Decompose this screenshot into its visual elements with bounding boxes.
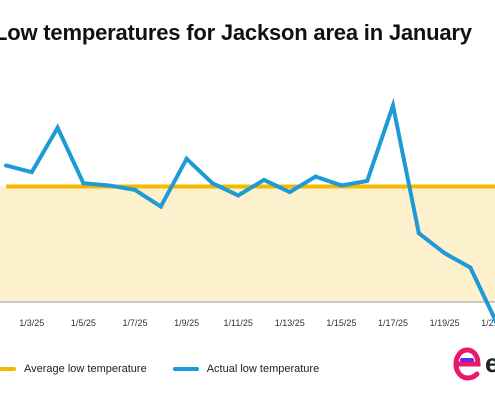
actual-low-point (262, 177, 266, 182)
x-tick-label: 1/17/25 (378, 318, 408, 328)
actual-low-point (158, 204, 163, 209)
x-tick-label: 1/7/25 (122, 318, 147, 328)
actual-low-point (391, 103, 395, 108)
legend-swatch-average (0, 367, 16, 371)
actual-low-line (5, 97, 495, 325)
actual-low-point (133, 187, 137, 192)
brand-logo: e (453, 346, 495, 386)
actual-low-point (365, 179, 370, 184)
legend: Average low temperature Actual low tempe… (0, 363, 319, 375)
x-tick-label: 1/19/25 (430, 318, 460, 328)
x-tick-label: 1/15/25 (326, 318, 356, 328)
actual-low-point (442, 251, 447, 256)
legend-item-average: Average low temperature (0, 363, 147, 375)
actual-low-point (313, 174, 318, 179)
average-fill-layer (0, 186, 495, 302)
actual-low-point (287, 190, 292, 195)
actual-low-point (81, 181, 86, 186)
x-tick-labels: 1/3/25 1/5/25 1/7/25 1/9/25 1/11/25 1/13/25 1/… (19, 318, 495, 328)
legend-item-actual: Actual low temperature (172, 363, 320, 375)
actual-low-point (29, 170, 34, 175)
x-tick-label: 1/9/25 (174, 318, 199, 328)
legend-label-actual: Actual low temperature (206, 363, 320, 375)
average-fill-area (0, 186, 495, 302)
x-tick-label: 1/13/25 (275, 318, 305, 328)
actual-low-point (4, 163, 8, 168)
chart-title: Low temperatures for Jackson area in Jan… (0, 20, 472, 45)
actual-low-point (184, 156, 189, 161)
actual-low-point (55, 125, 60, 130)
x-tick-label: 1/5/25 (71, 318, 96, 328)
actual-low-point (210, 181, 215, 186)
brand-logo-text: e (485, 348, 495, 378)
x-tick-label: 1/11/25 (224, 318, 253, 328)
brand-logo-mark (453, 347, 481, 381)
x-tick-label: 1/21/25 (481, 318, 495, 328)
actual-low-point (416, 231, 421, 236)
actual-low-point (236, 193, 241, 198)
actual-low-point (107, 183, 112, 188)
chart-area: 1/3/25 1/5/25 1/7/25 1/9/25 1/11/25 1/13/25 1/… (0, 97, 495, 328)
actual-low-point (339, 183, 344, 188)
actual-low-point (468, 265, 473, 270)
legend-label-average: Average low temperature (24, 363, 147, 375)
actual-line-layer (4, 97, 495, 325)
legend-swatch-actual (172, 367, 199, 371)
x-tick-label: 1/3/25 (19, 318, 44, 328)
